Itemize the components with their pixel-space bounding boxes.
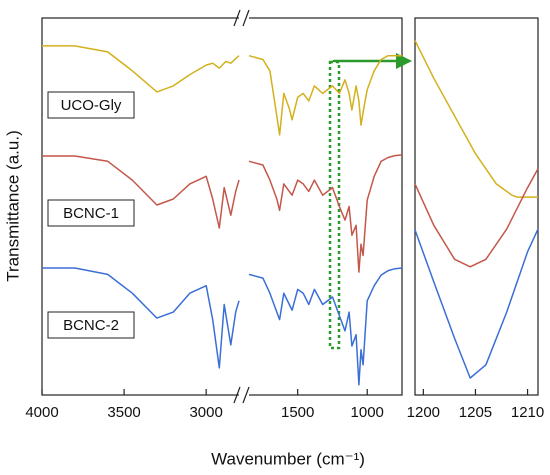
break-gap [239, 387, 249, 403]
series-label-box [47, 91, 135, 119]
break-gap [239, 10, 249, 26]
x-tick-label: 1205 [459, 404, 492, 421]
series-label-box [47, 311, 135, 339]
spectrum-line [42, 267, 403, 386]
plot-frame [41, 17, 403, 396]
spectrum-line [414, 168, 539, 268]
series-label-box [47, 199, 135, 227]
x-tick-label: 4000 [25, 404, 58, 421]
axis-break [233, 9, 250, 404]
y-axis-label: Transmittance (a.u.) [3, 130, 22, 281]
series-label: BCNC-1 [63, 205, 119, 222]
x-tick-label: 1500 [281, 404, 314, 421]
inset-frame [414, 17, 539, 396]
series-label: BCNC-2 [63, 317, 119, 334]
spectrum-line [414, 228, 539, 379]
x-axis-label: Wavenumber (cm⁻¹) [211, 449, 365, 468]
spectrum-line [42, 45, 402, 136]
x-tick-label: 1210 [511, 404, 544, 421]
x-tick-label: 1000 [351, 404, 384, 421]
series-label: UCO-Gly [61, 97, 122, 114]
arrow-head [396, 53, 412, 69]
x-tick-label: 1200 [407, 404, 440, 421]
x-tick-label: 3500 [107, 404, 140, 421]
spectrum-line [42, 154, 403, 273]
x-tick-label: 3000 [189, 404, 222, 421]
spectrum-line [414, 40, 538, 198]
highlight-box [328, 60, 341, 350]
